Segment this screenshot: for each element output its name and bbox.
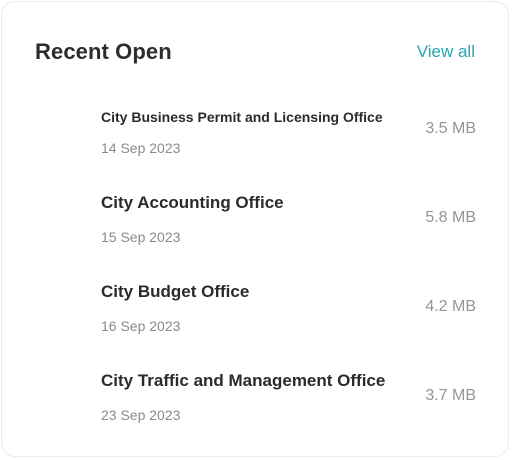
file-size: 3.7 MB bbox=[425, 387, 476, 404]
file-date: 15 Sep 2023 bbox=[101, 229, 181, 245]
list-item[interactable]: City Accounting Office 15 Sep 2023 5.8 M… bbox=[2, 192, 508, 281]
file-name: City Budget Office bbox=[101, 282, 250, 301]
file-thumbnail bbox=[48, 289, 88, 337]
list-item[interactable]: City Traffic and Management Office 23 Se… bbox=[2, 370, 508, 459]
file-name: City Traffic and Management Office bbox=[101, 371, 386, 390]
file-thumbnail bbox=[48, 378, 88, 426]
file-thumbnail bbox=[48, 111, 88, 159]
list-item[interactable]: City Business Permit and Licensing Offic… bbox=[2, 103, 508, 192]
file-thumbnail bbox=[48, 200, 88, 248]
file-size: 3.5 MB bbox=[425, 120, 476, 137]
file-name: City Business Permit and Licensing Offic… bbox=[101, 109, 383, 125]
file-name: City Accounting Office bbox=[101, 193, 284, 212]
recent-files-list: City Business Permit and Licensing Offic… bbox=[2, 2, 508, 456]
view-all-link[interactable]: View all bbox=[416, 42, 475, 61]
file-size: 5.8 MB bbox=[425, 209, 476, 226]
card-title: Recent Open bbox=[35, 39, 172, 64]
list-item[interactable]: City Budget Office 16 Sep 2023 4.2 MB bbox=[2, 281, 508, 370]
file-date: 16 Sep 2023 bbox=[101, 318, 181, 334]
file-date: 23 Sep 2023 bbox=[101, 407, 181, 423]
file-date: 14 Sep 2023 bbox=[101, 140, 181, 156]
file-size: 4.2 MB bbox=[425, 298, 476, 315]
